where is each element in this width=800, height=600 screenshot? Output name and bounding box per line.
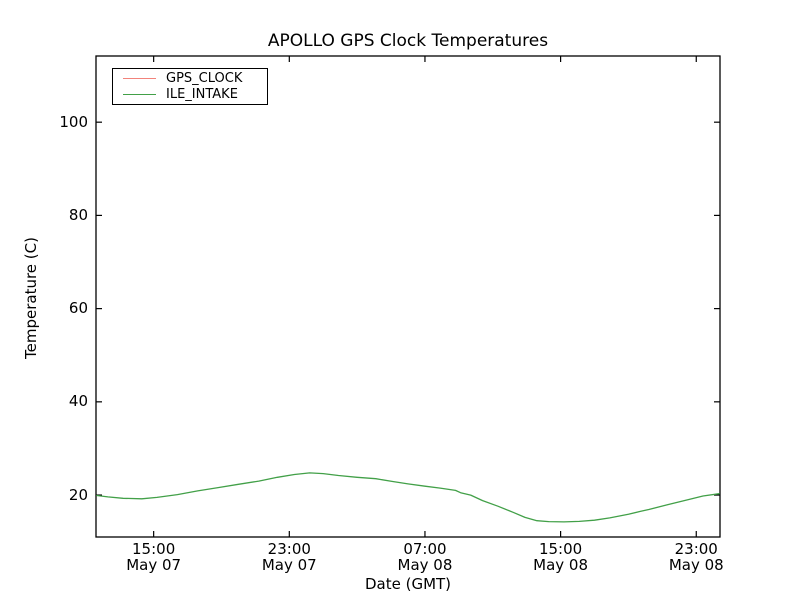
y-tick-label: 100 <box>59 112 88 131</box>
y-tick-label: 80 <box>68 205 88 224</box>
legend-box: GPS_CLOCK ILE_INTAKE <box>112 68 268 105</box>
x-tick-time: 23:00 <box>674 540 718 558</box>
x-tick-time: 07:00 <box>403 540 447 558</box>
x-tick-date: May 08 <box>397 556 453 574</box>
legend-line-sample <box>123 93 156 95</box>
x-tick-label: 15:00 May 08 <box>516 541 606 573</box>
y-tick-label: 40 <box>68 392 88 411</box>
x-tick-label: 23:00 May 07 <box>244 541 334 573</box>
x-tick-date: May 08 <box>533 556 589 574</box>
x-tick-label: 23:00 May 08 <box>651 541 741 573</box>
x-tick-date: May 07 <box>261 556 317 574</box>
legend-entry-ile_intake: ILE_INTAKE <box>123 87 261 102</box>
y-axis-label: Temperature (C) <box>22 237 40 359</box>
x-tick-label: 15:00 May 07 <box>109 541 199 573</box>
x-tick-time: 15:00 <box>538 540 583 558</box>
legend-line-sample <box>123 78 156 80</box>
legend-entry-gps_clock: GPS_CLOCK <box>123 71 261 86</box>
chart-title: APOLLO GPS Clock Temperatures <box>267 31 549 51</box>
legend-label: GPS_CLOCK <box>166 71 243 87</box>
y-tick-label: 60 <box>68 299 88 318</box>
x-tick-date: May 08 <box>668 556 724 574</box>
y-tick-label: 20 <box>68 485 88 504</box>
axes-frame <box>95 55 721 538</box>
series-line-ile_intake <box>96 472 720 523</box>
x-tick-date: May 07 <box>126 556 182 574</box>
x-tick-time: 23:00 <box>267 540 311 558</box>
legend-label: ILE_INTAKE <box>166 86 238 102</box>
x-axis-label: Date (GMT) <box>364 575 452 593</box>
x-tick-label: 07:00 May 08 <box>380 541 470 573</box>
x-tick-time: 15:00 <box>132 540 176 558</box>
